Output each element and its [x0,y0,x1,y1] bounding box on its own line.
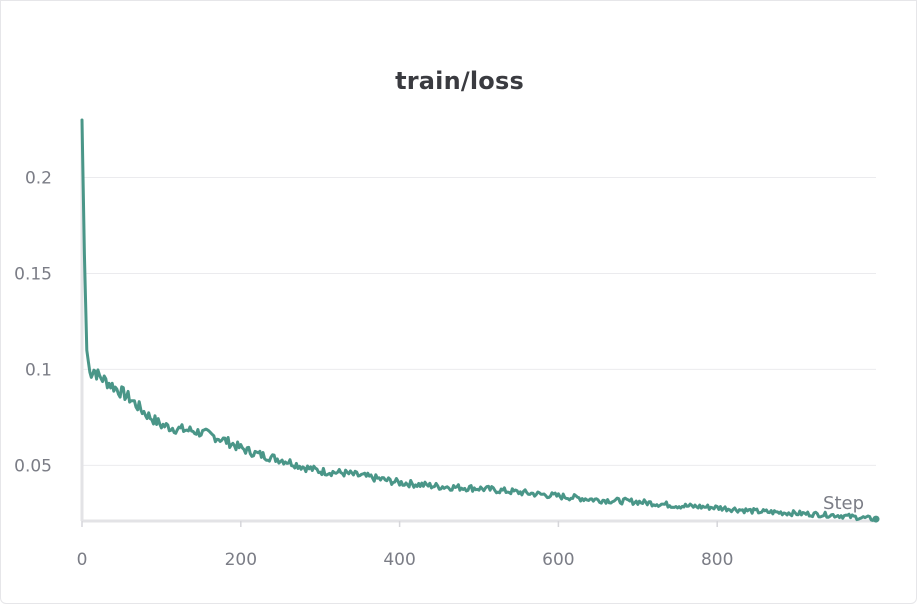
chart-title: train/loss [395,67,524,95]
loss-series-line[interactable] [80,118,878,522]
grid-lines [82,177,876,466]
x-tick-label: 0 [77,550,88,570]
x-axis-label: Step [823,493,864,514]
x-axis-ticks: 0 200 400 600 800 [77,521,733,570]
y-tick-label: 0.1 [25,360,52,380]
y-tick-label: 0.15 [14,264,52,284]
x-tick-label: 200 [225,550,257,570]
x-tick-label: 800 [701,550,733,570]
y-axis-ticks: 0.05 0.1 0.15 0.2 [14,169,52,477]
series-end-point [872,515,880,523]
series-group [80,118,880,523]
y-tick-label: 0.2 [25,169,52,189]
x-tick-label: 400 [383,550,415,570]
x-tick-label: 600 [542,550,574,570]
y-tick-label: 0.05 [14,456,52,476]
axes [80,124,876,523]
